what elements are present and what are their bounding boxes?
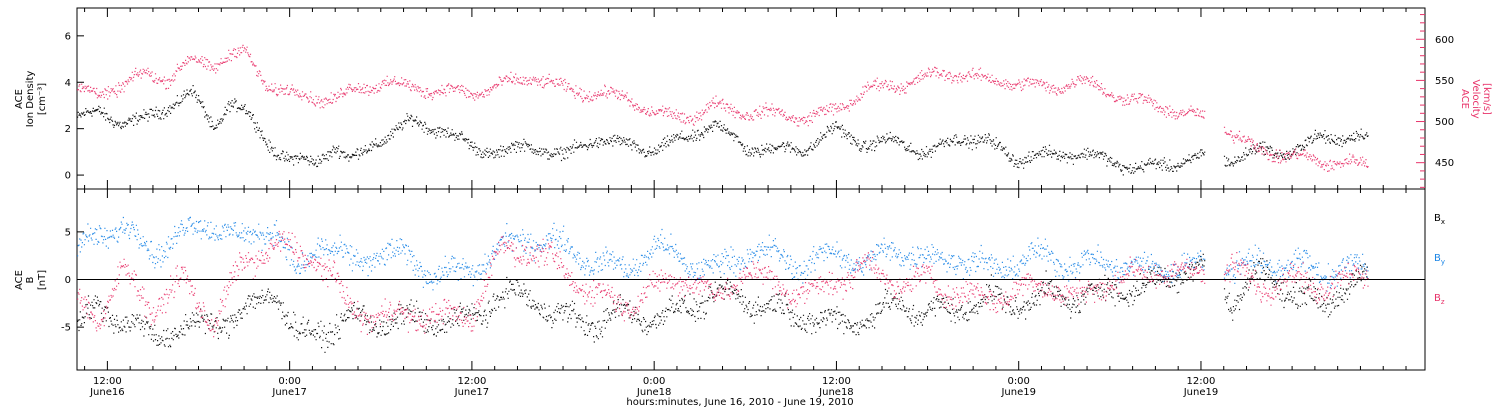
x-tick-time-0: 12:00 (93, 376, 122, 387)
legend-by-label: By (1434, 253, 1445, 266)
panel0-series-0-points (77, 85, 1369, 176)
legend-by-sub: y (1441, 258, 1445, 266)
legend-bz: Bz (1434, 293, 1445, 306)
top-left-ylabel-line2: Ion Density (25, 71, 36, 128)
x-tick-date-6: June19 (1183, 387, 1219, 398)
x-tick-time-1: 0:00 (278, 376, 300, 387)
panel0-series-1-points (77, 44, 1369, 172)
x-tick-date-2: June17 (454, 387, 490, 398)
panel1-series-0-points (77, 253, 1369, 353)
x-tick-date-1: June17 (271, 387, 307, 398)
panel0-left-tick-label-3: 6 (65, 31, 71, 42)
panel1-left-tick-label-2: 5 (65, 227, 71, 238)
panel0-right-tick-label-1: 500 (1435, 117, 1454, 128)
top-right-ylabel-line3: [km/s] (1481, 83, 1492, 115)
legend-bz-sub: z (1441, 298, 1445, 306)
bottom-ylabel-line1: ACE (14, 270, 25, 290)
x-tick-time-3: 0:00 (643, 376, 665, 387)
x-axis-label: hours:minutes, June 16, 2010 - June 19, … (626, 397, 853, 408)
top-left-ylabel-line3: [cm⁻³] (37, 83, 48, 115)
x-tick-time-6: 12:00 (1187, 376, 1216, 387)
legend-bx: Bx (1434, 213, 1445, 226)
bottom-ylabel-line3: [nT] (37, 270, 48, 290)
legend-bx-sub: x (1441, 218, 1445, 226)
x-tick-date-0: June16 (89, 387, 125, 398)
axes-ticks: 0246450500550600-50512:00June160:00June1… (61, 8, 1454, 398)
legend-by: By (1434, 253, 1445, 266)
top-panel-marks (77, 44, 1369, 176)
legend-bx-label: Bx (1434, 213, 1445, 226)
x-tick-time-5: 0:00 (1007, 376, 1029, 387)
top-panel-frame (76, 7, 1426, 190)
top-right-ylabel-line1: ACE (1459, 89, 1470, 109)
panel0-right-tick-label-2: 550 (1435, 76, 1454, 87)
panel0-left-tick-label-0: 0 (65, 171, 71, 182)
panel1-left-tick-label-0: -5 (61, 323, 71, 334)
panel1-left-tick-label-1: 0 (65, 275, 71, 286)
x-tick-time-4: 12:00 (822, 376, 851, 387)
bottom-ylabel-line2: B (25, 276, 36, 283)
x-tick-date-3: June18 (636, 387, 672, 398)
panel1-series-2-points (77, 230, 1369, 338)
panel0-right-tick-label-0: 450 (1435, 158, 1454, 169)
panel0-right-tick-label-3: 600 (1435, 35, 1454, 46)
bottom-panel-marks (77, 216, 1369, 353)
legend-bz-label: Bz (1434, 293, 1445, 306)
x-tick-time-2: 12:00 (457, 376, 486, 387)
top-right-ylabel-line2: Velocity (1470, 79, 1481, 118)
x-tick-date-4: June18 (818, 387, 854, 398)
panel0-left-tick-label-1: 2 (65, 124, 71, 135)
panel0-left-tick-label-2: 4 (65, 78, 71, 89)
top-left-ylabel-line1: ACE (14, 89, 25, 109)
x-tick-date-5: June19 (1000, 387, 1036, 398)
